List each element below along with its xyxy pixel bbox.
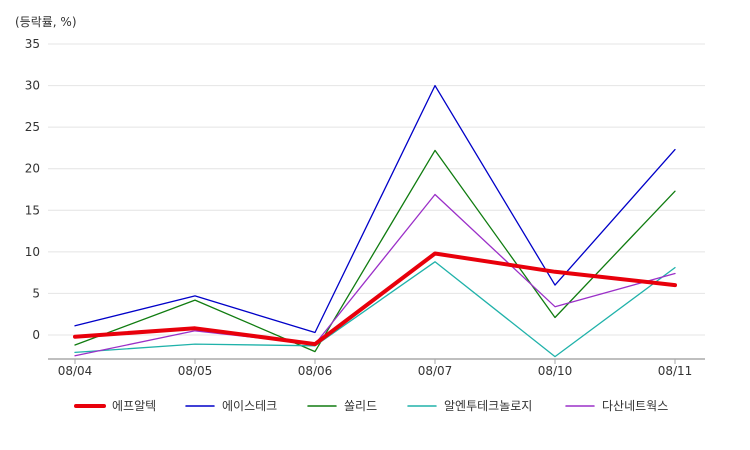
- y-tick-label: 15: [25, 203, 40, 217]
- series-line: [74, 261, 676, 358]
- x-axis-ticks: 08/04 08/05 08/06 08/07 08/10 08/11: [58, 359, 693, 378]
- series-lines: [73, 84, 677, 358]
- y-tick-label: 30: [25, 79, 40, 93]
- legend-label: 쏠리드: [344, 399, 377, 413]
- y-axis-ticks: 0 5 10 15 20 25 30 35: [25, 37, 40, 342]
- legend-label: 알엔투테크놀로지: [444, 399, 532, 413]
- y-tick-label: 20: [25, 162, 40, 176]
- y-tick-label: 10: [25, 245, 40, 259]
- series-line: [74, 149, 676, 353]
- legend-label: 에이스테크: [222, 399, 277, 413]
- y-tick-label: 35: [25, 37, 40, 51]
- series-line: [74, 84, 676, 334]
- legend-label: 다산네트웍스: [602, 399, 668, 413]
- y-tick-label: 0: [32, 328, 40, 342]
- x-tick-label: 08/05: [178, 364, 213, 378]
- x-tick-label: 08/04: [58, 364, 93, 378]
- series-line: [73, 251, 677, 347]
- series-line: [74, 193, 676, 357]
- legend: 에프알텍 에이스테크 쏠리드 알엔투테크놀로지 다산네트웍스: [74, 399, 668, 413]
- legend-label: 에프알텍: [112, 399, 156, 413]
- x-tick-label: 08/11: [658, 364, 693, 378]
- x-tick-label: 08/07: [418, 364, 453, 378]
- x-tick-label: 08/06: [298, 364, 333, 378]
- grid-lines: [48, 43, 705, 360]
- y-tick-label: 25: [25, 120, 40, 134]
- y-tick-label: 5: [32, 286, 40, 300]
- y-unit-label: (등락률, %): [15, 15, 77, 29]
- x-tick-label: 08/10: [538, 364, 573, 378]
